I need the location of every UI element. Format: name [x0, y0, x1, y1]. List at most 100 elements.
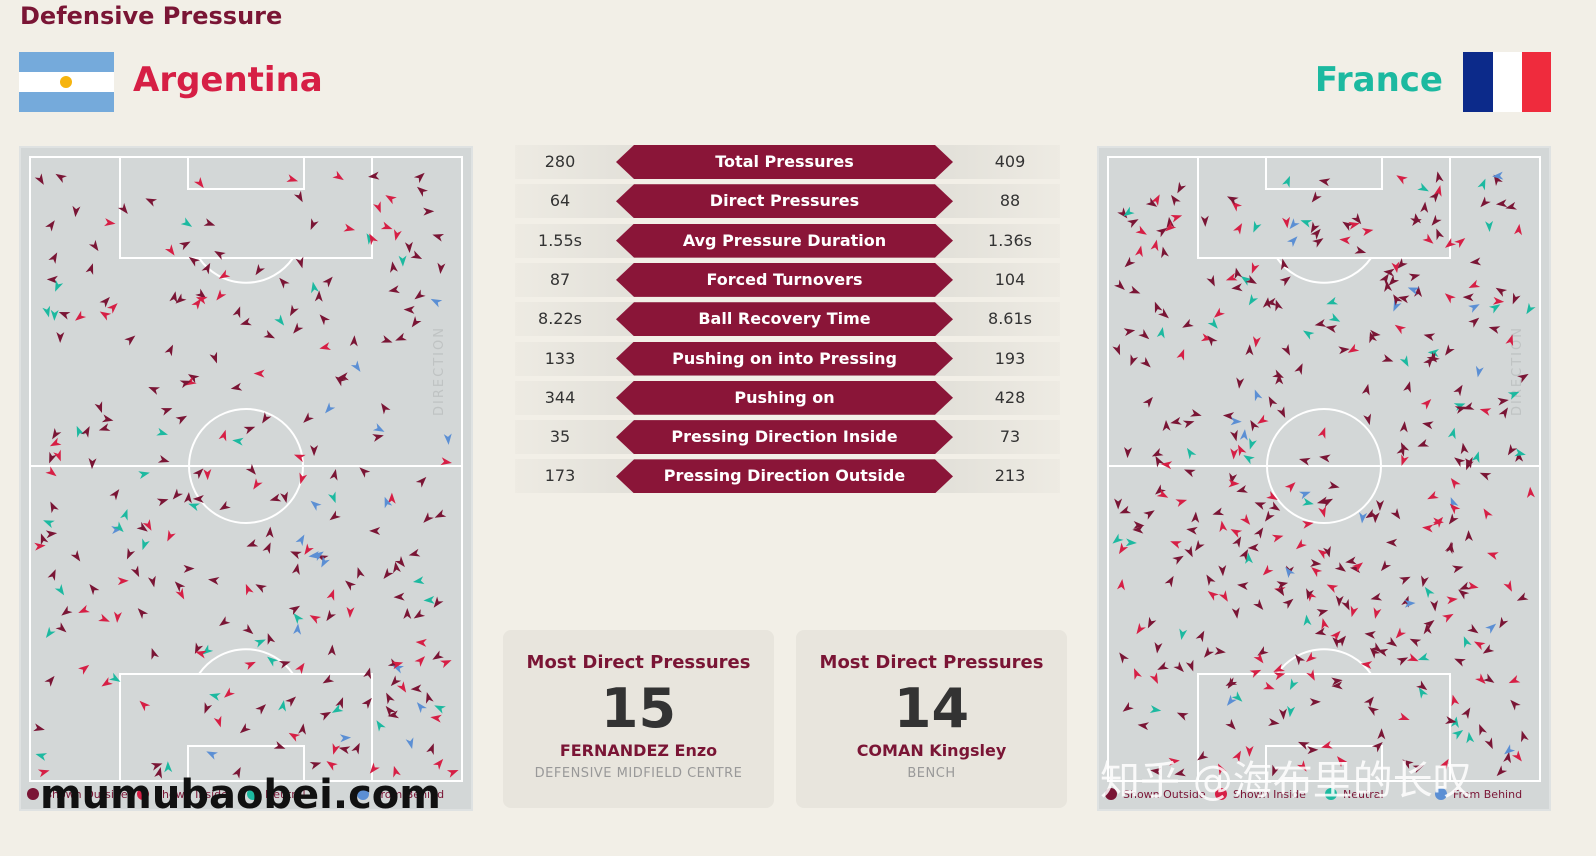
pressure-marker: [1413, 213, 1422, 225]
pressure-marker: [1253, 599, 1264, 610]
pressure-marker: [1177, 181, 1187, 194]
pressure-marker: [1361, 383, 1370, 396]
pressure-marker: [423, 207, 435, 216]
pressure-marker: [380, 221, 393, 230]
pressure-marker: [1330, 630, 1341, 642]
pressure-marker: [1485, 623, 1497, 634]
pressure-marker: [1150, 194, 1160, 206]
pressure-marker: [101, 677, 113, 687]
pressure-marker: [1401, 454, 1409, 466]
pressure-marker: [1170, 541, 1182, 549]
pressure-marker: [1331, 681, 1343, 690]
pressure-marker: [1418, 687, 1428, 699]
pressure-marker: [1444, 542, 1453, 555]
pressure-marker: [1149, 672, 1159, 684]
pressure-marker: [1371, 511, 1380, 524]
pressure-marker: [295, 256, 304, 269]
pressure-marker: [1479, 408, 1492, 416]
pressure-marker: [187, 374, 200, 384]
pressure-marker: [1272, 764, 1280, 777]
pressure-marker: [1233, 223, 1243, 235]
pressure-marker: [1250, 419, 1260, 432]
pressure-marker: [325, 402, 336, 414]
pressure-marker: [1239, 549, 1249, 561]
pressure-marker: [194, 642, 204, 655]
stat-row: 35 Pressing Direction Inside 73: [515, 420, 1060, 455]
pressure-marker: [239, 723, 251, 734]
legend-label: From Behind: [1453, 788, 1522, 801]
pressure-marker: [1505, 334, 1514, 347]
pressure-marker: [322, 674, 335, 684]
pressure-marker: [1282, 216, 1290, 229]
pressure-marker: [1245, 344, 1254, 356]
pressure-marker: [1451, 694, 1460, 707]
pressure-marker: [195, 296, 208, 305]
pressure-marker: [101, 414, 114, 423]
pressure-marker: [1514, 448, 1526, 457]
pressure-marker: [1497, 397, 1509, 406]
pressure-marker: [1396, 445, 1405, 457]
pressure-marker: [1225, 677, 1238, 686]
pressure-marker: [1134, 245, 1143, 258]
pressure-marker: [55, 173, 67, 183]
pressure-marker: [52, 427, 62, 440]
pressure-marker: [361, 697, 372, 709]
away-value: 88: [999, 191, 1021, 211]
pressure-marker: [440, 457, 452, 466]
pressure-marker: [310, 500, 322, 511]
pressure-marker: [1156, 227, 1168, 238]
pressure-marker: [1450, 478, 1461, 490]
pressure-marker: [1334, 562, 1346, 572]
pressure-marker: [1428, 352, 1440, 362]
stat-label: Direct Pressures: [616, 184, 953, 218]
pressure-marker: [1268, 501, 1281, 511]
pressure-marker: [416, 186, 428, 197]
pressure-marker: [81, 426, 90, 438]
pressure-marker: [335, 376, 347, 387]
pressure-marker: [295, 534, 305, 547]
pressure-marker: [1399, 355, 1409, 367]
pressure-marker: [394, 556, 405, 568]
pressure-marker: [278, 661, 291, 669]
pressure-marker: [1168, 757, 1180, 766]
pressure-marker: [1247, 543, 1259, 552]
pressure-marker: [148, 387, 161, 395]
pressure-marker: [262, 542, 271, 555]
pressure-marker: [1395, 627, 1407, 639]
pressure-marker: [439, 660, 452, 669]
pressure-marker: [1341, 598, 1350, 611]
direction-label: DIRECTION: [432, 326, 447, 416]
pressure-marker: [1422, 233, 1434, 244]
pressure-marker: [1417, 182, 1429, 192]
stat-label: Pressing Direction Inside: [616, 420, 953, 454]
pressure-marker: [1289, 678, 1299, 691]
home-value: 1.55s: [538, 230, 582, 250]
pressure-marker: [99, 296, 110, 308]
pressure-marker: [1251, 262, 1260, 274]
pressure-marker: [1132, 525, 1144, 534]
pressure-marker: [1239, 429, 1248, 441]
pressure-marker: [1402, 759, 1414, 770]
pressure-marker: [265, 526, 274, 538]
pressure-marker: [288, 732, 301, 742]
pressure-marker: [372, 434, 384, 442]
pressure-marker: [1257, 414, 1269, 424]
pressure-marker: [346, 606, 355, 619]
pressure-marker: [88, 239, 99, 252]
pressure-marker: [1444, 293, 1456, 304]
watermark: 知乎 @海布里的长叹: [1100, 758, 1473, 804]
pressure-marker: [321, 555, 330, 568]
pressure-marker: [1495, 199, 1508, 208]
pressure-marker: [1466, 458, 1474, 471]
legend-label: Shown Inside: [155, 788, 228, 801]
pressure-marker: [423, 595, 435, 604]
legend-label: From Behind: [375, 788, 444, 801]
pressure-marker: [1420, 398, 1432, 410]
pressure-marker: [1451, 729, 1464, 740]
legend-label: Shown Inside: [1233, 788, 1306, 801]
pressure-marker: [1303, 330, 1315, 340]
pressure-marker: [322, 276, 333, 288]
pressure-marker: [1503, 751, 1512, 764]
pressure-marker: [49, 451, 57, 464]
pressure-marker: [1253, 652, 1264, 664]
